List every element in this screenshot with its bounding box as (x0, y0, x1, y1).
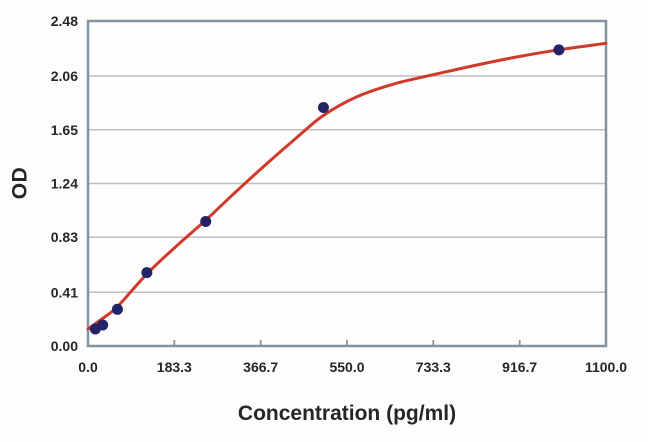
data-point (553, 44, 565, 56)
y-tick-label: 2.48 (51, 13, 78, 29)
y-tick-label: 0.00 (51, 338, 78, 354)
y-tick-label: 2.06 (51, 68, 78, 84)
y-axis-title: OD (8, 166, 32, 200)
y-tick-label: 1.24 (51, 176, 78, 192)
x-tick-label: 0.0 (78, 359, 98, 375)
y-tick-label: 0.41 (51, 284, 78, 300)
data-point (97, 319, 109, 331)
data-point (200, 216, 212, 228)
data-point (111, 303, 123, 315)
fit-curve (86, 41, 608, 331)
x-tick-label: 1100.0 (585, 359, 627, 375)
y-tick-label: 0.83 (51, 229, 78, 245)
x-tick-label: 733.3 (416, 359, 451, 375)
x-tick-label: 916.7 (502, 359, 537, 375)
x-tick-label: 183.3 (157, 359, 192, 375)
x-axis-title: Concentration (pg/ml) (237, 402, 457, 425)
data-point (317, 101, 329, 113)
plot-frame (86, 19, 608, 348)
y-tick-label: 1.65 (51, 122, 78, 138)
x-tick-label: 366.7 (243, 359, 278, 375)
x-tick-label: 550.0 (329, 359, 364, 375)
data-point (141, 267, 153, 279)
